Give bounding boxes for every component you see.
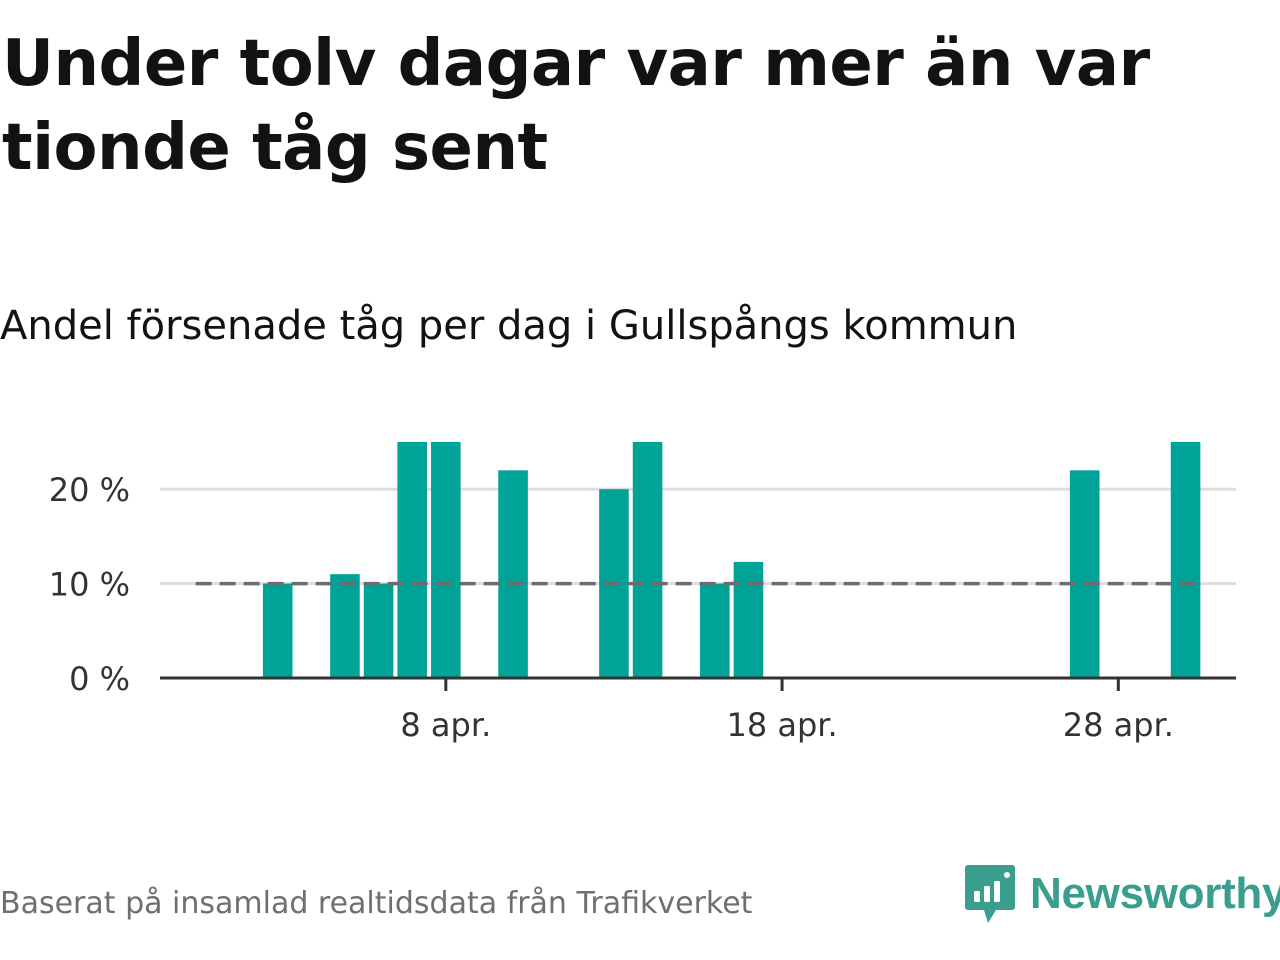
bar [397, 442, 427, 678]
bar [632, 442, 663, 678]
source-note: Baserat på insamlad realtidsdata från Tr… [0, 886, 753, 921]
bar [1069, 470, 1100, 678]
chart-title: Under tolv dagar var mer än var tionde t… [2, 27, 1150, 185]
y-tick-label: 0 % [69, 660, 130, 698]
bar [1170, 442, 1201, 678]
x-tick-label: 28 apr. [1063, 706, 1174, 744]
bar [431, 442, 461, 678]
logo-text: Newsworthy [1030, 869, 1280, 918]
chart-subtitle: Andel försenade tåg per dag i Gullspångs… [0, 303, 1018, 349]
bar [700, 583, 730, 678]
newsworthy-logo: Newsworthy [964, 862, 1280, 926]
bar [363, 583, 394, 678]
x-axis-ticks: 8 apr. 18 apr. 28 apr. [400, 678, 1174, 744]
x-tick-label: 18 apr. [726, 706, 837, 744]
y-axis-ticks: 0 % 10 % 20 % [49, 471, 130, 698]
newsworthy-logo-icon [965, 865, 1015, 923]
bar [498, 470, 528, 678]
bar [733, 561, 764, 678]
x-tick-label: 8 apr. [400, 706, 491, 744]
bar [330, 574, 360, 678]
bar-chart: 0 % 10 % 20 % 8 apr. 18 apr. 28 apr. [49, 442, 1236, 744]
bar [262, 583, 293, 678]
y-tick-label: 20 % [49, 471, 130, 509]
y-tick-label: 10 % [49, 566, 130, 604]
bars [262, 442, 1201, 678]
